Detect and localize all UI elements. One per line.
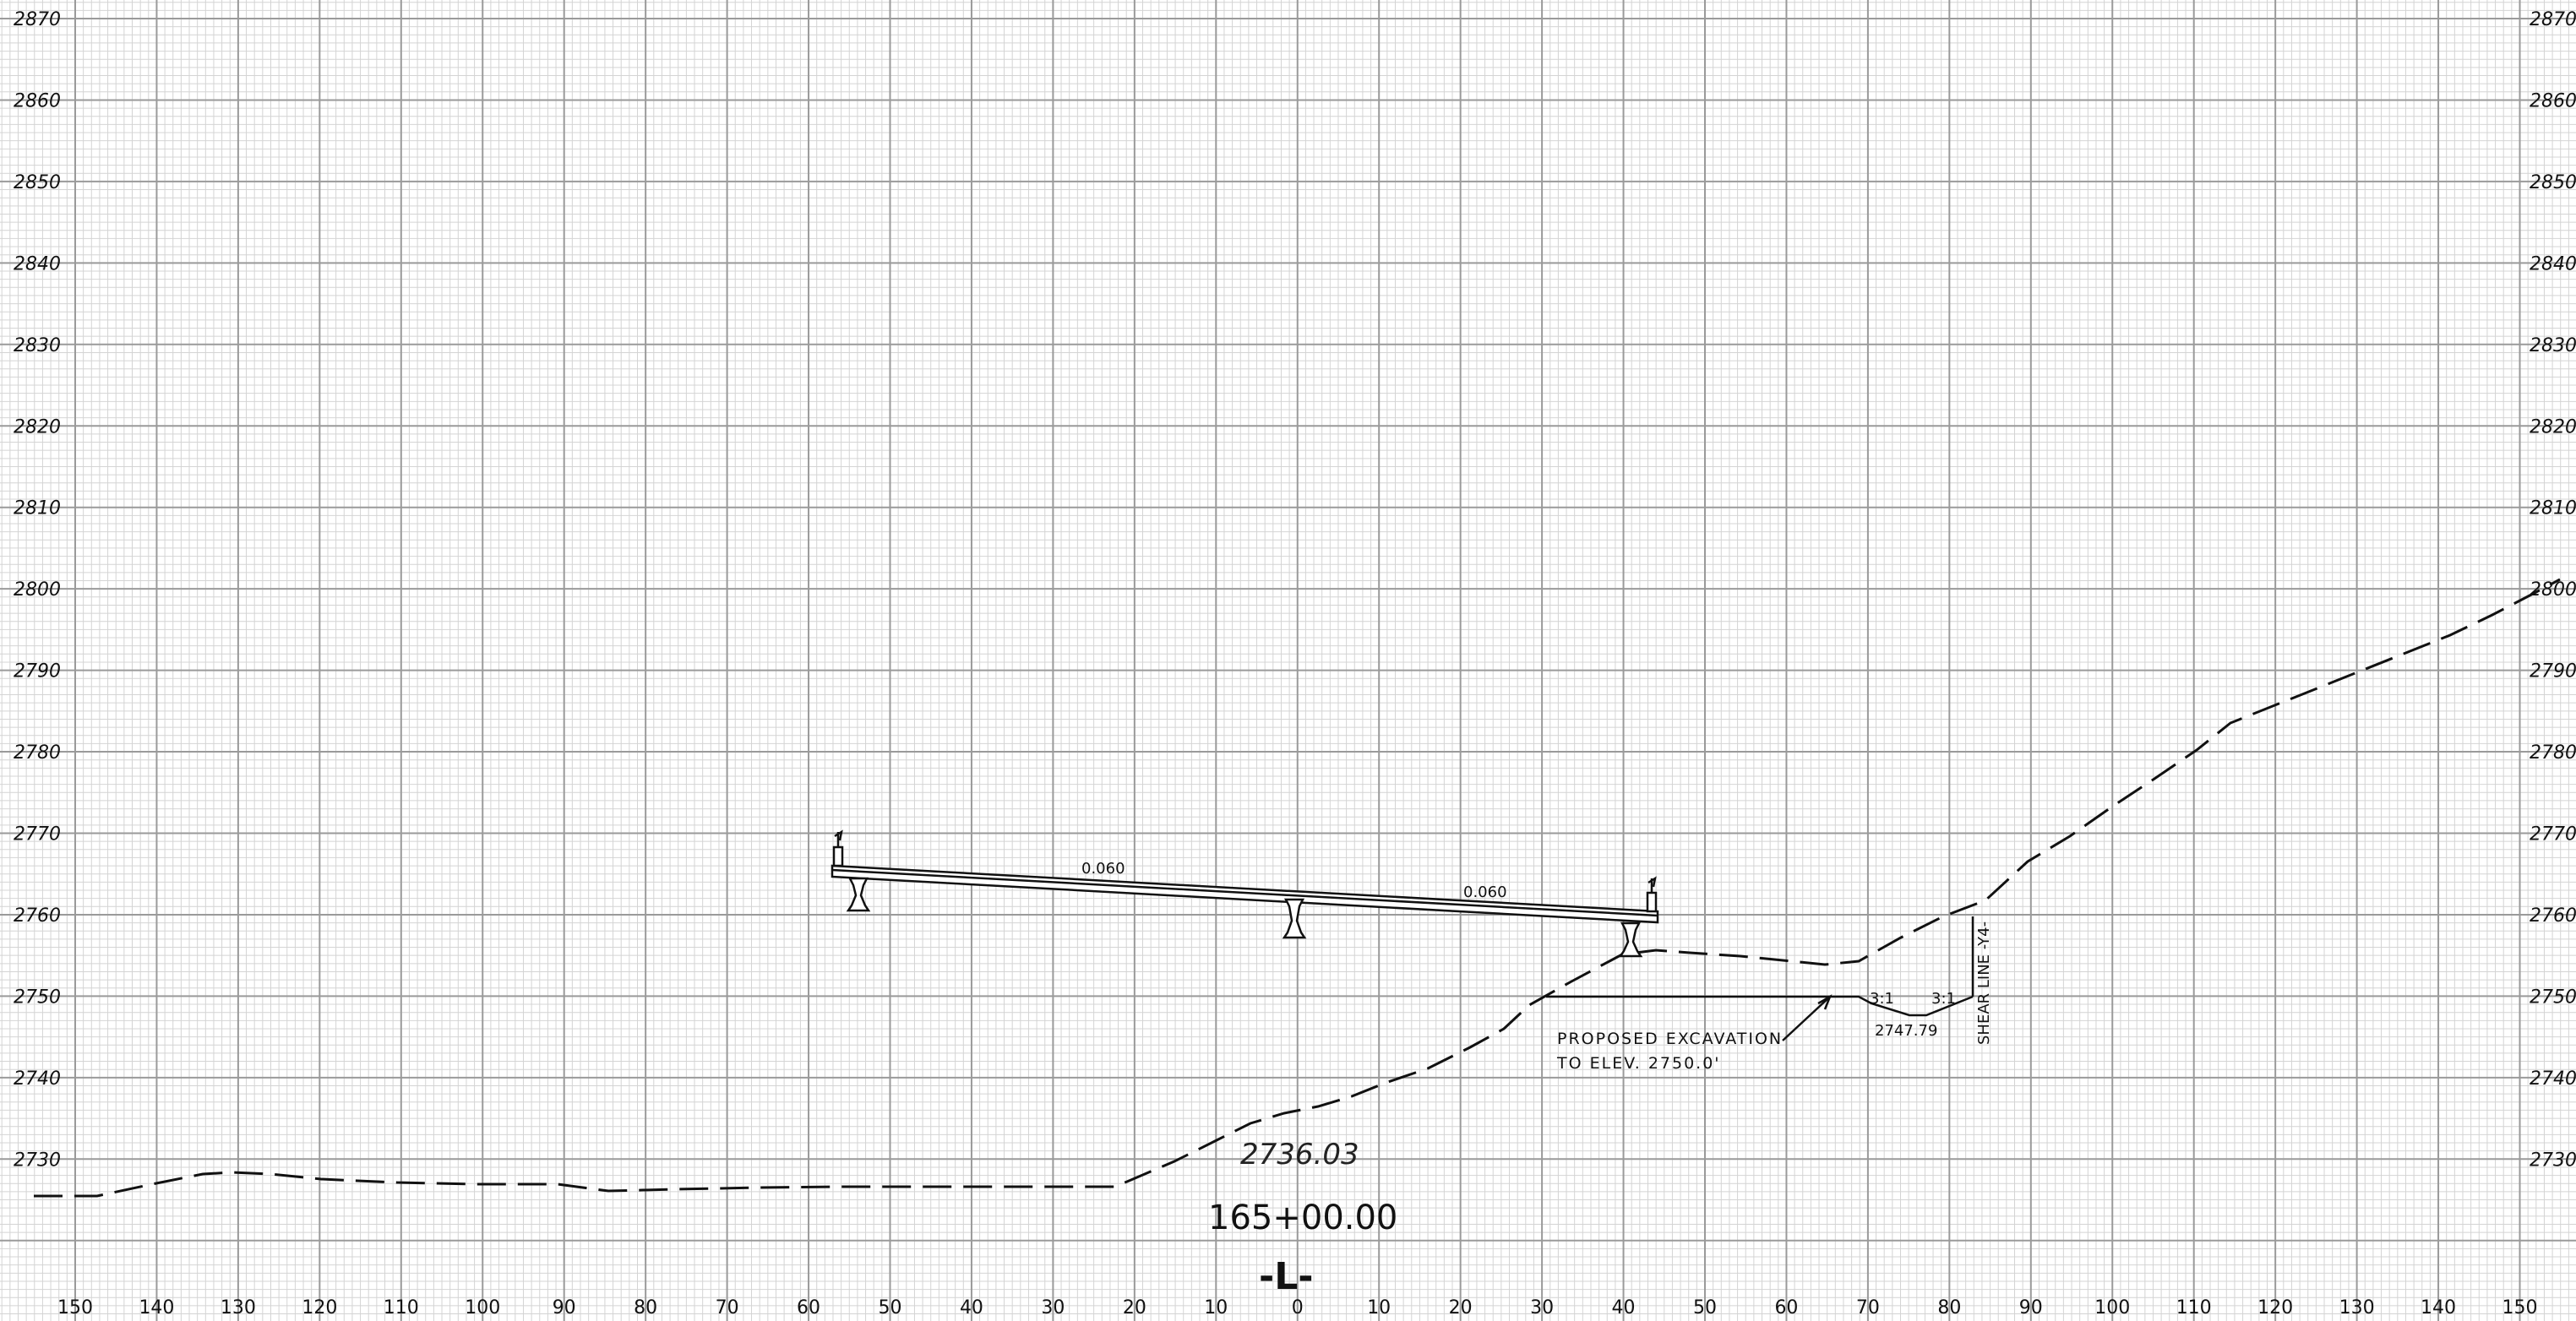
offset-label: 20	[1123, 1297, 1146, 1318]
offset-label: 120	[2257, 1297, 2293, 1318]
elevation-label-left: 2750	[14, 987, 61, 1008]
offset-axis: 150 140 130 120 110 100 90 80 70 60 50 40 30 20 10 0 10 2…	[57, 1297, 2538, 1318]
elevation-label-left: 2800	[14, 579, 61, 601]
excavation-note-line1: PROPOSED EXCAVATION	[1557, 1030, 1783, 1048]
offset-label: 80	[1937, 1297, 1961, 1318]
deck-slope-left-label: 0.060	[1081, 860, 1125, 878]
girder-center	[1282, 898, 1307, 939]
elevation-label-right: 2830	[2530, 335, 2576, 356]
elevation-label-left: 2760	[14, 905, 61, 927]
elevation-label-right: 2870	[2530, 9, 2576, 30]
elevation-label-left: 2770	[14, 824, 61, 845]
offset-label: 0	[1292, 1297, 1304, 1318]
elevation-label-right: 2820	[2530, 416, 2576, 438]
offset-label: 120	[302, 1297, 337, 1318]
station-label: 165+00.00	[1208, 1199, 1397, 1237]
elevation-label-left: 2840	[14, 253, 61, 275]
offset-label: 110	[384, 1297, 419, 1318]
left-rail-cap	[834, 829, 843, 841]
offset-label: 140	[2421, 1297, 2456, 1318]
offset-label: 60	[1774, 1297, 1798, 1318]
elevation-label-right: 2840	[2530, 253, 2576, 275]
offset-label: 150	[57, 1297, 93, 1318]
elevation-label-left: 2850	[14, 172, 61, 193]
offset-label: 100	[465, 1297, 500, 1318]
deck-slope-right-label: 0.060	[1463, 883, 1507, 901]
offset-label: 140	[139, 1297, 174, 1318]
centerline-elevation: 2736.03	[1240, 1138, 1359, 1172]
right-barrier-rail	[1646, 891, 1658, 913]
elevation-label-right: 2760	[2530, 905, 2576, 927]
elevation-label-right: 2860	[2530, 90, 2576, 111]
offset-label: 40	[960, 1297, 983, 1318]
elevation-label-right: 2850	[2530, 172, 2576, 193]
elevation-label-right: 2730	[2530, 1150, 2576, 1171]
elevation-label-right: 2770	[2530, 824, 2576, 845]
ditch-elevation-label: 2747.79	[1875, 1022, 1937, 1040]
offset-label: 130	[221, 1297, 256, 1318]
offset-label: 70	[716, 1297, 739, 1318]
alignment-label: -L-	[1259, 1255, 1314, 1298]
ditch-slope-right-label: 3:1	[1931, 990, 1956, 1008]
right-elevation-axis: 2870286028502840283028202810280027902780…	[2530, 9, 2576, 1171]
offset-label: 70	[1856, 1297, 1880, 1318]
elevation-label-right: 2780	[2530, 742, 2576, 764]
elevation-label-left: 2810	[14, 498, 61, 519]
elevation-label-right: 2740	[2530, 1068, 2576, 1090]
girder-right	[1618, 921, 1643, 958]
offset-label: 60	[797, 1297, 820, 1318]
offset-label: 30	[1530, 1297, 1554, 1318]
offset-label: 150	[2502, 1297, 2538, 1318]
offset-label: 10	[1204, 1297, 1228, 1318]
shear-line-label: SHEAR LINE -Y4-	[1975, 921, 1993, 1045]
offset-label: 110	[2176, 1297, 2212, 1318]
offset-label: 80	[634, 1297, 657, 1318]
elevation-label-left: 2830	[14, 335, 61, 356]
left-barrier-rail	[832, 845, 844, 867]
bridge-deck	[831, 864, 1659, 924]
offset-label: 130	[2339, 1297, 2375, 1318]
elevation-label-left: 2780	[14, 742, 61, 764]
elevation-label-right: 2790	[2530, 661, 2576, 682]
excavation-note-line2: TO ELEV. 2750.0'	[1556, 1054, 1721, 1073]
offset-label: 20	[1449, 1297, 1473, 1318]
deck-top-line	[831, 868, 1658, 917]
girder-left	[846, 877, 871, 912]
existing-ground-line	[34, 578, 2561, 1198]
elevation-label-left: 2740	[14, 1068, 61, 1090]
offset-label: 50	[1693, 1297, 1717, 1318]
elevation-label-left: 2790	[14, 661, 61, 682]
elevation-label-right: 2810	[2530, 498, 2576, 519]
elevation-label-left: 2820	[14, 416, 61, 438]
offset-label: 10	[1367, 1297, 1391, 1318]
offset-label: 100	[2094, 1297, 2130, 1318]
offset-label: 30	[1041, 1297, 1065, 1318]
offset-label: 50	[879, 1297, 902, 1318]
offset-label: 90	[2019, 1297, 2043, 1318]
right-rail-cap	[1647, 876, 1657, 888]
elevation-label-left: 2730	[14, 1150, 61, 1171]
offset-label: 40	[1612, 1297, 1636, 1318]
left-elevation-axis: 2870 2860 2850 2840 2830 2820 2810 2800 2790 2780…	[14, 9, 61, 1171]
excavation-leader	[1782, 996, 1831, 1041]
offset-label: 90	[553, 1297, 576, 1318]
excavation-leader-arrow	[1817, 994, 1833, 1010]
elevation-label-left: 2860	[14, 90, 61, 111]
elevation-label-left: 2870	[14, 9, 61, 30]
proposed-excavation-line	[1546, 995, 1974, 1017]
ditch-slope-left-label: 3:1	[1870, 990, 1894, 1008]
elevation-label-right: 2750	[2530, 987, 2576, 1008]
